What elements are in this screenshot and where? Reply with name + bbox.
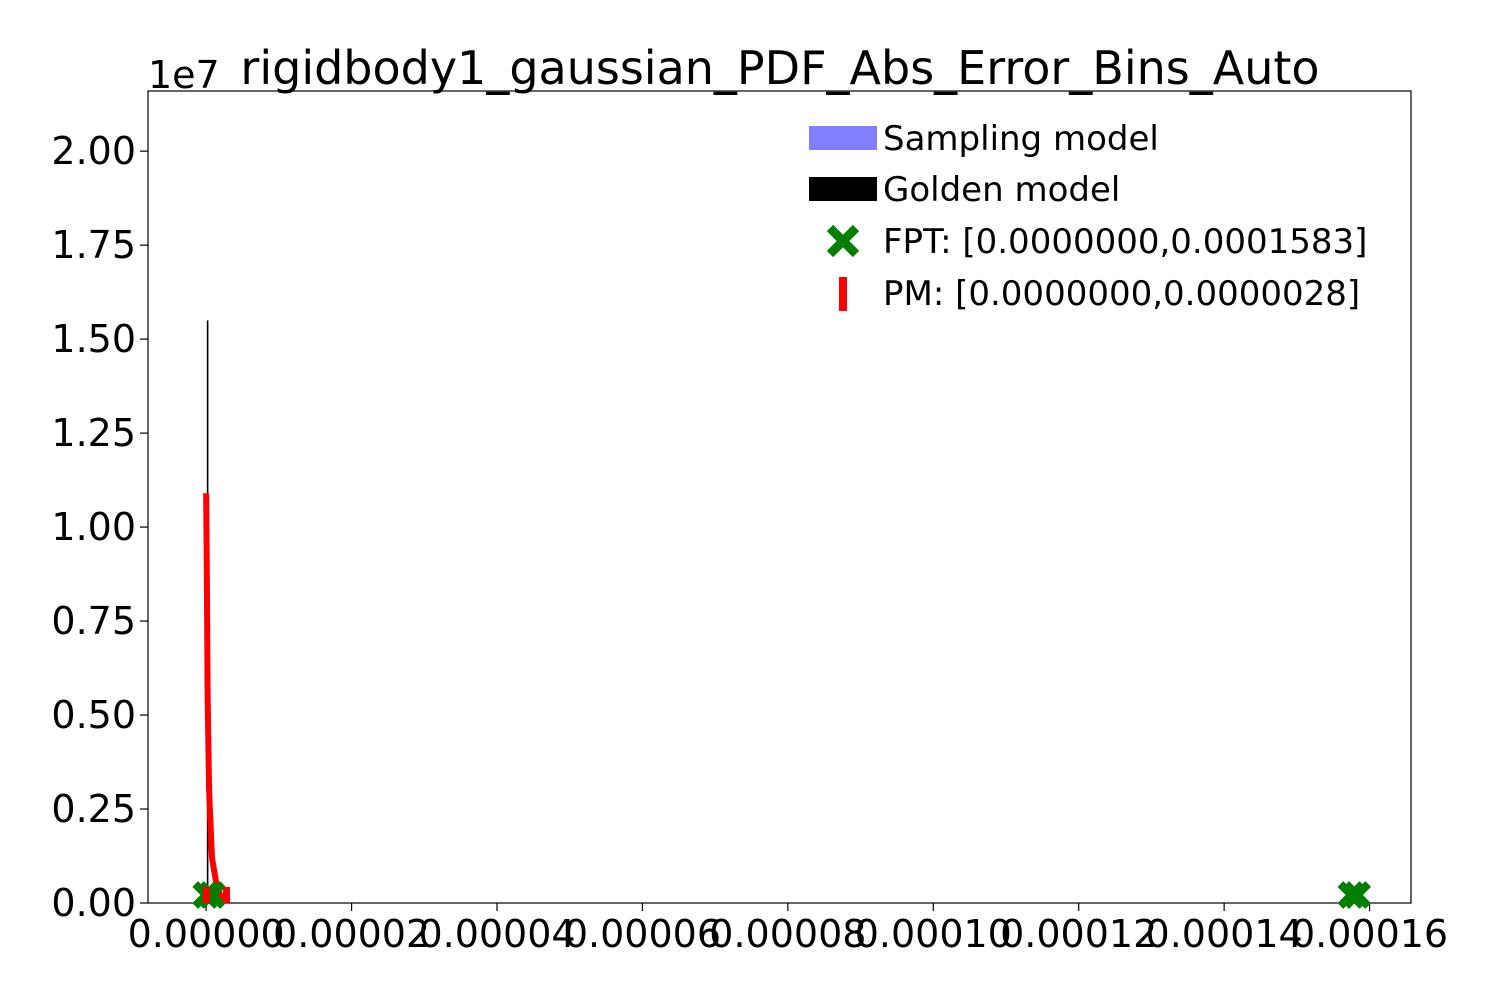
x-tick-label: 0.00010 (855, 912, 1012, 956)
legend-swatch (809, 177, 877, 201)
y-tick-label: 0.00 (51, 881, 136, 925)
fpt-marker (1343, 881, 1372, 909)
x-tick-label: 0.00000 (128, 912, 285, 956)
x-tick-label: 0.00008 (709, 912, 866, 956)
y-scale-label: 1e7 (148, 53, 220, 97)
plot-area (203, 320, 229, 903)
plot-frame (147, 90, 1412, 904)
x-tick-label: 0.00006 (564, 912, 721, 956)
x-tick-label: 0.00004 (418, 912, 575, 956)
y-axis: 0.00 0.25 0.50 0.75 1.00 1.25 1.50 1.75 2.00 (51, 129, 148, 925)
markers-layer (192, 881, 1372, 909)
legend-swatch-x (826, 224, 860, 258)
density-curve (203, 493, 229, 903)
legend-label: FPT: [0.0000000,0.0001583] (883, 222, 1367, 262)
legend-label: PM: [0.0000000,0.0000028] (883, 274, 1360, 314)
legend-label: Sampling model (883, 119, 1159, 159)
y-tick-label: 0.75 (51, 599, 136, 643)
legend-label: Golden model (883, 170, 1120, 210)
y-tick-label: 1.75 (51, 223, 136, 267)
x-tick-label: 0.00012 (1000, 912, 1157, 956)
y-tick-label: 2.00 (51, 129, 136, 173)
y-tick-label: 1.00 (51, 505, 136, 549)
x-axis: 0.000000.000020.000040.000060.000080.000… (128, 903, 1448, 956)
y-tick-label: 1.25 (51, 411, 136, 455)
legend-swatch (809, 126, 877, 150)
y-tick-label: 0.50 (51, 693, 136, 737)
chart-title: rigidbody1_gaussian_PDF_Abs_Error_Bins_A… (240, 41, 1319, 95)
y-tick-label: 1.50 (51, 317, 136, 361)
fpt-marker (1337, 881, 1366, 909)
x-tick-label: 0.00002 (273, 912, 430, 956)
legend: Sampling model Golden model FPT: [0.000000… (809, 119, 1367, 314)
x-tick-label: 0.00016 (1291, 912, 1448, 956)
y-tick-label: 0.25 (51, 787, 136, 831)
x-tick-label: 0.00014 (1146, 912, 1303, 956)
